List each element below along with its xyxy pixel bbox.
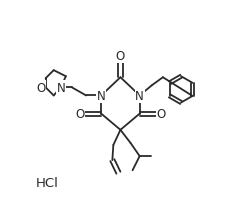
Text: O: O: [115, 50, 124, 63]
Text: HCl: HCl: [35, 176, 58, 189]
Text: N: N: [56, 81, 65, 94]
Text: O: O: [156, 108, 165, 121]
Text: O: O: [36, 81, 46, 94]
Text: O: O: [75, 108, 84, 121]
Text: N: N: [97, 90, 105, 102]
Text: N: N: [135, 90, 143, 102]
